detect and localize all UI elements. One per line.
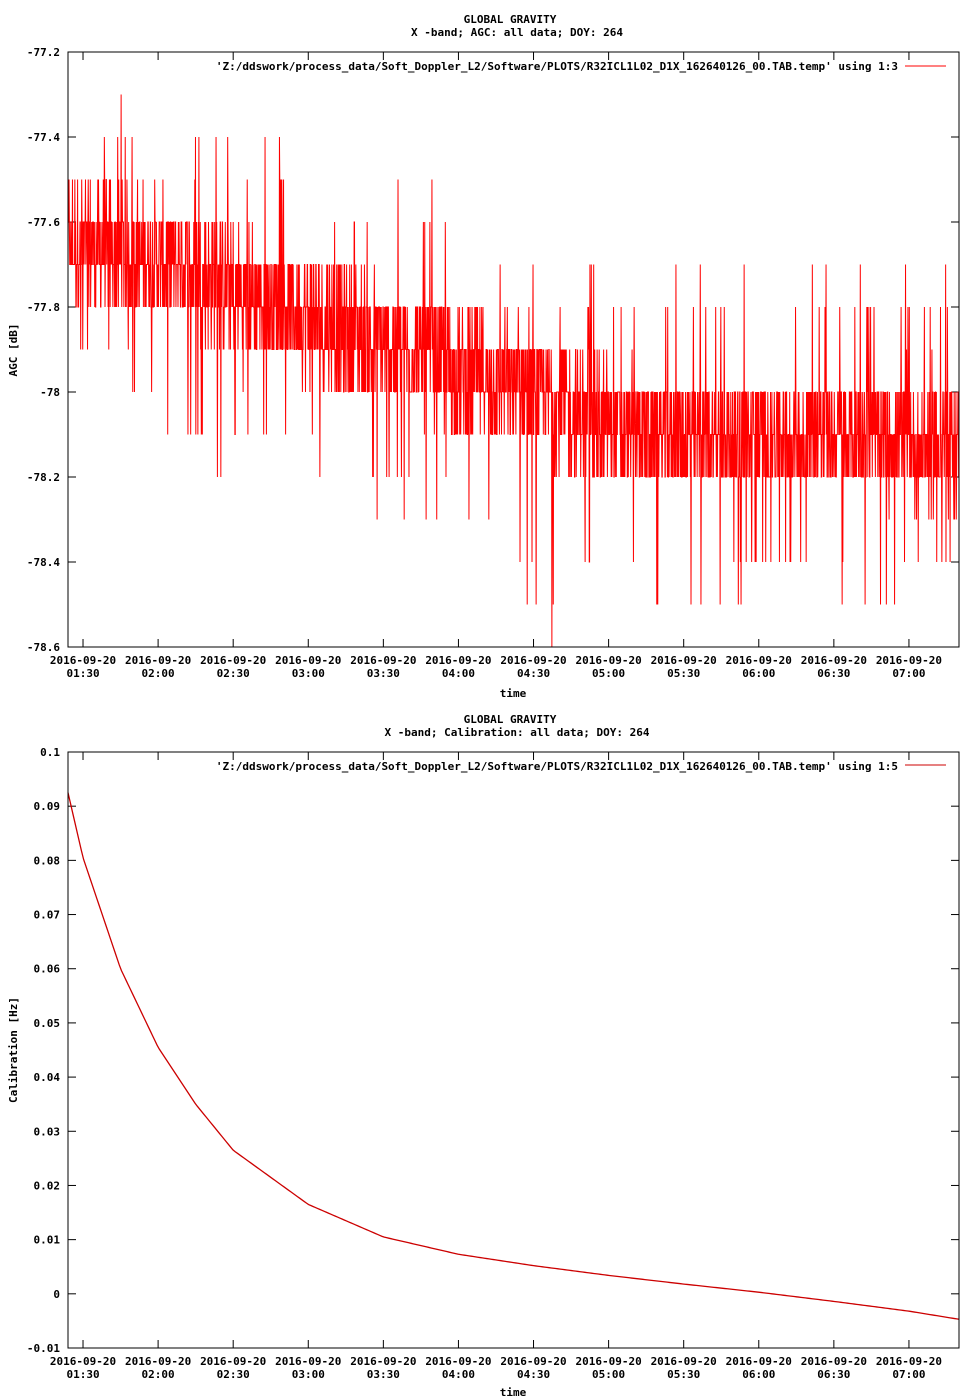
plot-frame [67,751,960,1349]
y-tick-label: -77.4 [27,131,60,144]
y-tick-label: -77.8 [27,301,60,314]
x-tick-label-date: 2016-09-20 [425,1355,491,1368]
x-tick-label-date: 2016-09-20 [651,1355,717,1368]
y-axis-label: Calibration [Hz] [7,997,20,1103]
x-tick-label-date: 2016-09-20 [801,654,867,667]
x-tick-label-date: 2016-09-20 [726,1355,792,1368]
x-tick-label-time: 06:30 [817,1368,850,1381]
chart-subtitle: X -band; Calibration: all data; DOY: 264 [385,726,650,739]
y-tick-label: -77.6 [27,216,60,229]
chart-title: GLOBAL GRAVITY [464,13,557,26]
y-tick-label: -77.2 [27,46,60,59]
x-tick-label-time: 07:00 [892,1368,925,1381]
x-axis-ticks: 2016-09-2001:302016-09-2002:002016-09-20… [50,752,942,1381]
x-tick-label-time: 04:30 [517,667,550,680]
x-tick-label-time: 05:00 [592,667,625,680]
y-tick-label: 0.08 [34,854,61,867]
x-tick-label-time: 04:00 [442,1368,475,1381]
chart-subtitle: X -band; AGC: all data; DOY: 264 [411,26,623,39]
x-tick-label-time: 04:30 [517,1368,550,1381]
x-tick-label-date: 2016-09-20 [200,654,266,667]
x-tick-label-date: 2016-09-20 [651,654,717,667]
x-tick-label-time: 01:30 [66,667,99,680]
x-tick-label-date: 2016-09-20 [125,654,191,667]
y-axis-ticks: -77.2 -77.4 -77.6 -77.8 -78 -78.2 -78.4 -78.6 [27,46,959,654]
x-axis-ticks: 2016-09-2001:302016-09-2002:002016-09-20… [50,52,942,680]
plot-frame [67,51,960,648]
x-tick-label-time: 05:30 [667,1368,700,1381]
x-axis-label: time [500,687,527,700]
agc-chart: GLOBAL GRAVITY X -band; AGC: all data; D… [7,13,960,700]
x-tick-label-date: 2016-09-20 [726,654,792,667]
legend-label: 'Z:/ddswork/process_data/Soft_Doppler_L2… [216,760,898,773]
x-tick-label-time: 06:00 [742,1368,775,1381]
x-tick-label-date: 2016-09-20 [425,654,491,667]
x-tick-label-date: 2016-09-20 [876,1355,942,1368]
y-tick-label: 0.04 [34,1071,61,1084]
legend-label: 'Z:/ddswork/process_data/Soft_Doppler_L2… [216,60,898,73]
x-tick-label-time: 06:00 [742,667,775,680]
y-tick-label: 0.06 [34,963,61,976]
x-tick-label-date: 2016-09-20 [275,654,341,667]
x-tick-label-date: 2016-09-20 [350,654,416,667]
y-tick-label: 0.01 [34,1234,61,1247]
x-tick-label-time: 04:00 [442,667,475,680]
x-tick-label-date: 2016-09-20 [50,654,116,667]
x-tick-label-date: 2016-09-20 [50,1355,116,1368]
x-tick-label-time: 02:30 [217,1368,250,1381]
x-tick-label-date: 2016-09-20 [876,654,942,667]
series-line [67,94,960,648]
x-tick-label-time: 02:00 [142,667,175,680]
x-tick-label-time: 03:00 [292,1368,325,1381]
x-tick-label-time: 01:30 [66,1368,99,1381]
calibration-chart: GLOBAL GRAVITY X -band; Calibration: all… [7,713,960,1399]
x-tick-label-date: 2016-09-20 [500,654,566,667]
x-tick-label-date: 2016-09-20 [125,1355,191,1368]
y-tick-label: -78.4 [27,556,60,569]
x-tick-label-time: 07:00 [892,667,925,680]
y-axis-label: AGC [dB] [7,324,20,377]
y-tick-label: 0.02 [34,1179,61,1192]
x-tick-label-date: 2016-09-20 [275,1355,341,1368]
chart-title: GLOBAL GRAVITY [464,713,557,726]
x-tick-label-time: 02:30 [217,667,250,680]
x-tick-label-time: 03:30 [367,1368,400,1381]
y-tick-label: 0.07 [34,909,61,922]
x-tick-label-date: 2016-09-20 [500,1355,566,1368]
y-tick-label: -0.01 [27,1342,60,1355]
y-tick-label: 0.05 [34,1017,61,1030]
x-tick-label-date: 2016-09-20 [801,1355,867,1368]
y-tick-label: -78 [40,386,60,399]
y-tick-label: 0 [53,1288,60,1301]
x-tick-label-date: 2016-09-20 [575,1355,641,1368]
x-tick-label-time: 06:30 [817,667,850,680]
series-line [67,792,960,1320]
plot-series [67,94,960,648]
x-tick-label-time: 02:00 [142,1368,175,1381]
x-tick-label-date: 2016-09-20 [575,654,641,667]
x-tick-label-date: 2016-09-20 [200,1355,266,1368]
x-tick-label-time: 03:00 [292,667,325,680]
x-tick-label-date: 2016-09-20 [350,1355,416,1368]
y-tick-label: -78.6 [27,641,60,654]
x-tick-label-time: 03:30 [367,667,400,680]
plot-series [67,792,960,1320]
y-tick-label: -78.2 [27,471,60,484]
x-tick-label-time: 05:00 [592,1368,625,1381]
y-tick-label: 0.1 [40,746,60,759]
x-tick-label-time: 05:30 [667,667,700,680]
x-axis-label: time [500,1386,527,1399]
y-tick-label: 0.03 [34,1125,61,1138]
y-tick-label: 0.09 [34,800,61,813]
y-axis-ticks: 0.1 0.09 0.08 0.07 0.06 0.05 0.04 0.03 0.02 0.01 0… [27,746,959,1355]
